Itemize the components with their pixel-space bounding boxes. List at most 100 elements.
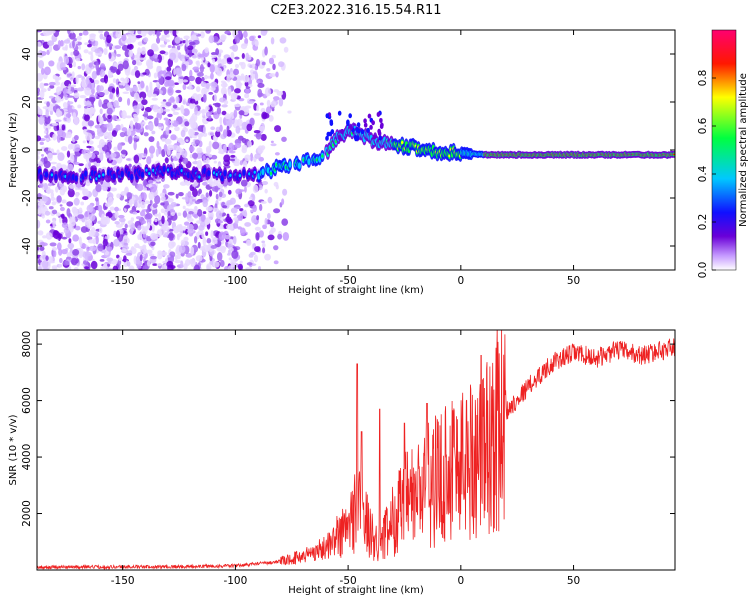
spectrogram-cell — [81, 243, 86, 250]
spectrogram-cell — [108, 52, 112, 59]
spectrogram-cell — [65, 44, 68, 51]
spectrogram-cell — [193, 264, 200, 270]
spectrogram-cell — [195, 60, 199, 65]
spectrogram-cell — [43, 66, 51, 76]
spectrogram-cell — [205, 231, 209, 237]
spectrogram-cell — [142, 187, 147, 191]
spectrogram-cell — [230, 51, 235, 60]
spectrogram-cell — [182, 40, 187, 44]
ridge-cell — [74, 175, 78, 182]
spectrogram-cell — [202, 211, 207, 215]
colorbar: 0.0 0.2 0.4 0.6 0.8 Normalized spectral ampl… — [697, 29, 749, 278]
spectrogram-cell — [197, 53, 206, 58]
spectrogram-cell — [197, 125, 205, 132]
spectrogram-cell — [82, 188, 87, 195]
spectrogram-cell — [99, 108, 103, 115]
spectrogram-cell — [116, 193, 121, 199]
spectrogram-cell — [214, 187, 221, 190]
spectrogram-cell — [233, 213, 237, 217]
spectrogram-cell — [159, 50, 166, 55]
spectrogram-cell — [78, 163, 84, 167]
spectrogram-cell — [141, 192, 147, 201]
spectrogram-cell — [247, 100, 255, 104]
spectrogram-cell — [167, 113, 173, 118]
spectrogram-cell — [83, 152, 90, 160]
spectrogram-cell — [218, 191, 223, 198]
y-tick-label: 4000 — [21, 444, 33, 471]
spectrogram-cell — [209, 64, 215, 73]
spectrogram-cell — [180, 239, 186, 247]
spectrogram-cell — [159, 36, 167, 41]
spectrogram-cell — [128, 49, 134, 58]
x-tick-label: -50 — [340, 275, 357, 287]
spectrogram-cell — [220, 223, 224, 229]
spectrogram-cell — [206, 147, 211, 155]
x-tick-label: 0 — [457, 275, 464, 287]
spectrogram-cell — [118, 217, 126, 223]
spectrogram-cell — [114, 105, 121, 108]
ridge-cell — [180, 169, 183, 173]
spectrogram-cell — [197, 72, 204, 77]
spectrogram-cell — [169, 52, 177, 61]
spectrogram-cell — [56, 125, 60, 131]
spectrogram-cell — [188, 41, 196, 46]
spectrogram-cell — [264, 46, 268, 56]
spectrogram-cell — [164, 138, 172, 145]
chart-title: C2E3.2022.316.15.54.R11 — [270, 3, 441, 18]
spectrogram-cell — [202, 125, 206, 134]
y-tick-label: -20 — [21, 189, 33, 206]
spectrogram-cell — [281, 136, 287, 142]
spectrogram-cell — [235, 125, 241, 134]
ridge-cell — [321, 154, 324, 158]
spectrogram-cell — [178, 192, 184, 197]
spectrogram-cell — [253, 254, 258, 263]
spectrogram-cell — [124, 204, 131, 209]
spectrogram-cell — [164, 39, 171, 43]
spectrogram-cell — [70, 30, 74, 34]
spectrogram-cell — [37, 72, 44, 82]
spectrogram-cell — [106, 122, 113, 132]
spectrogram-cell — [191, 54, 198, 59]
spectrogram-cell — [135, 35, 143, 39]
spectrogram-cell — [238, 189, 245, 192]
spectrogram-cell — [256, 80, 261, 84]
spectrogram-cell — [273, 89, 280, 93]
spectrogram-cell — [81, 63, 86, 71]
spectrogram-cell — [274, 152, 280, 156]
colorbar-label: Normalized spectral amplitude — [738, 73, 749, 227]
spectrogram-cell — [216, 67, 223, 77]
spectrogram-cell — [118, 256, 123, 262]
spectrogram-cell — [260, 30, 268, 36]
spectrogram-cell — [239, 213, 244, 221]
spectrogram-cell — [81, 119, 89, 129]
spectrogram-cell — [84, 114, 90, 122]
spectrogram-cell — [139, 210, 146, 217]
spectrogram-cell — [192, 66, 200, 71]
ridge-cell — [325, 135, 329, 141]
spectrogram-cell — [252, 184, 259, 194]
spectrogram-cell — [168, 30, 173, 34]
spectrogram-cell — [279, 37, 287, 44]
spectrogram-cell — [139, 254, 143, 262]
spectrogram-cell — [202, 155, 206, 161]
spectrogram-cell — [179, 226, 183, 236]
spectrogram-cell — [257, 83, 265, 89]
spectrogram-cell — [170, 212, 175, 217]
spectrogram-cell — [200, 214, 206, 222]
spectrogram-cell — [185, 252, 193, 258]
spectrogram-cell — [197, 224, 205, 231]
spectrogram-cell — [72, 61, 77, 68]
spectrogram-cell — [257, 145, 264, 154]
spectrogram-cell — [136, 216, 142, 220]
spectrogram-cell — [148, 136, 155, 143]
spectrogram-cell — [57, 40, 61, 49]
spectrogram-cell — [150, 153, 154, 159]
spectrogram-cell — [140, 46, 146, 55]
spectrogram-cell — [206, 238, 212, 244]
spectrogram-cell — [196, 209, 203, 217]
spectrogram-cell — [224, 113, 232, 120]
spectrogram-cell — [249, 64, 253, 69]
spectrogram-cell — [88, 229, 95, 238]
spectrogram-cell — [117, 142, 123, 151]
spectrogram-cell — [136, 265, 142, 269]
